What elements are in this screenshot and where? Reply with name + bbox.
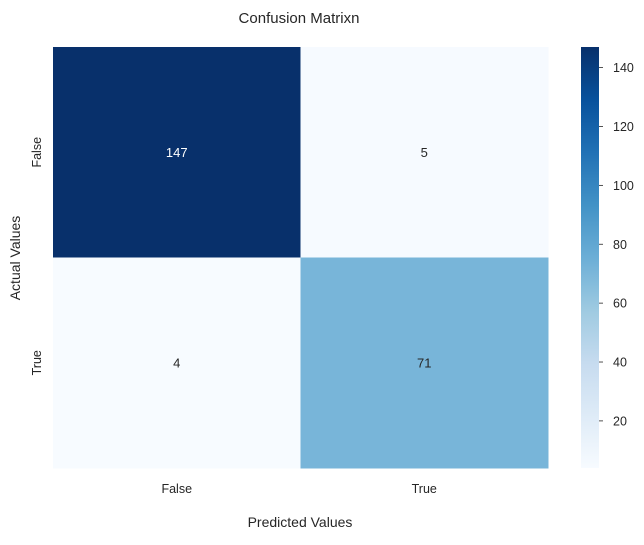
heatmap-cells <box>53 47 549 469</box>
heatmap-cell <box>53 47 301 258</box>
x-axis-label: Predicted Values <box>248 514 353 530</box>
y-tick-label: False <box>30 137 44 168</box>
heatmap-cell-labels: 147 5 4 71 <box>166 145 432 371</box>
heatmap-cell <box>300 257 549 469</box>
heatmap-cell <box>53 257 301 469</box>
colorbar-tick-label: 80 <box>613 238 627 252</box>
x-tick-label: True <box>412 482 437 496</box>
colorbar-tick-label: 20 <box>613 414 627 428</box>
chart-title: Confusion Matrixn <box>239 10 360 27</box>
cell-value-label: 71 <box>417 355 431 370</box>
cell-value-label: 5 <box>421 145 428 160</box>
colorbar-tick-label: 100 <box>613 179 634 193</box>
heatmap-cell <box>300 47 549 258</box>
colorbar-tick-label: 140 <box>613 61 634 75</box>
colorbar-tick-labels: 20 40 60 80 100 120 140 <box>599 61 634 428</box>
x-tick-label: False <box>161 482 192 496</box>
y-axis-label: Actual Values <box>7 216 23 301</box>
y-tick-labels: False True <box>30 137 44 375</box>
colorbar-tick-label: 40 <box>613 356 627 370</box>
colorbar-tick-label: 60 <box>613 297 627 311</box>
cell-value-label: 4 <box>173 355 180 370</box>
cell-value-label: 147 <box>166 145 188 160</box>
y-tick-label: True <box>30 350 44 375</box>
x-tick-labels: False True <box>161 482 436 496</box>
colorbar-tick-label: 120 <box>613 120 634 134</box>
colorbar <box>581 47 599 468</box>
